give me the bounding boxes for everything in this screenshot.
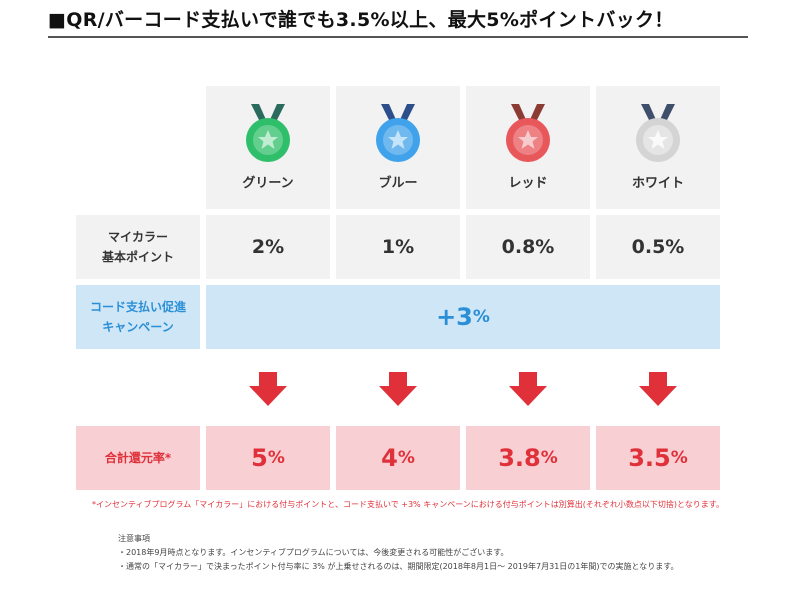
- down-arrow-icon: [249, 372, 287, 406]
- notes-heading: 注意事項: [118, 534, 150, 543]
- base-label-line2: 基本ポイント: [101, 250, 174, 264]
- campaign-label-line2: キャンペーン: [102, 320, 174, 334]
- page-title: ■QR/バーコード支払いで誰でも3.5%以上、最大5%ポイントバック！: [48, 4, 748, 38]
- tier-name: ブルー: [378, 176, 418, 191]
- tier-header-red: レッド: [466, 86, 590, 209]
- tier-name: グリーン: [242, 176, 294, 191]
- total-rate-value: 4: [381, 444, 398, 472]
- green-medal-icon: [246, 104, 290, 162]
- tier-header-blue: ブルー: [336, 86, 460, 209]
- total-rate-pct: %: [397, 448, 415, 468]
- campaign-label: コード支払い促進 キャンペーン: [76, 285, 200, 349]
- blue-medal-icon: [376, 104, 420, 162]
- down-arrow-icon: [639, 372, 677, 406]
- down-arrow-icon: [509, 372, 547, 406]
- base-rate-value: 2%: [251, 236, 285, 258]
- total-rate-white: 3.5%: [596, 426, 720, 490]
- total-label-text: 合計還元率*: [104, 451, 172, 465]
- campaign-label-line1: コード支払い促進: [89, 300, 186, 314]
- notes: 注意事項 ・2018年9月時点となります。インセンティブプログラムについては、今…: [118, 532, 678, 574]
- total-rate-value: 3.5: [628, 444, 671, 472]
- total-rate-pct: %: [540, 448, 558, 468]
- white-medal-icon: [636, 104, 680, 162]
- total-rate-label: 合計還元率*: [76, 426, 200, 490]
- base-rate-value: 1%: [381, 236, 415, 258]
- total-rate-pct: %: [670, 448, 688, 468]
- base-points-label: マイカラー 基本ポイント: [76, 215, 200, 279]
- total-rate-value: 3.8: [498, 444, 541, 472]
- campaign-bonus-value: +3: [436, 303, 473, 331]
- red-medal-icon: [506, 104, 550, 162]
- base-rate-green: 2%: [206, 215, 330, 279]
- total-rate-red: 3.8%: [466, 426, 590, 490]
- note-item: ・2018年9月時点となります。インセンティブプログラムについては、今後変更され…: [118, 548, 509, 557]
- total-rate-value: 5: [251, 444, 268, 472]
- tier-name: ホワイト: [631, 176, 684, 191]
- base-rate-value: 0.8%: [501, 236, 555, 258]
- tier-name: レッド: [508, 176, 548, 191]
- campaign-bonus-pct: %: [472, 307, 490, 327]
- base-label-line1: マイカラー: [107, 230, 168, 244]
- footnote: *インセンティブプログラム「マイカラー」における付与ポイントと、コード支払いで …: [92, 500, 724, 509]
- base-rate-white: 0.5%: [596, 215, 720, 279]
- note-item: ・通常の「マイカラー」で決まったポイント付与率に 3% が上乗せされるのは、期間…: [118, 562, 679, 571]
- campaign-bonus: +3%: [206, 285, 720, 349]
- total-rate-pct: %: [267, 448, 285, 468]
- total-rate-green: 5%: [206, 426, 330, 490]
- down-arrow-icon: [379, 372, 417, 406]
- tier-header-green: グリーン: [206, 86, 330, 209]
- tier-header-white: ホワイト: [596, 86, 720, 209]
- base-rate-red: 0.8%: [466, 215, 590, 279]
- total-rate-blue: 4%: [336, 426, 460, 490]
- base-rate-blue: 1%: [336, 215, 460, 279]
- base-rate-value: 0.5%: [631, 236, 685, 258]
